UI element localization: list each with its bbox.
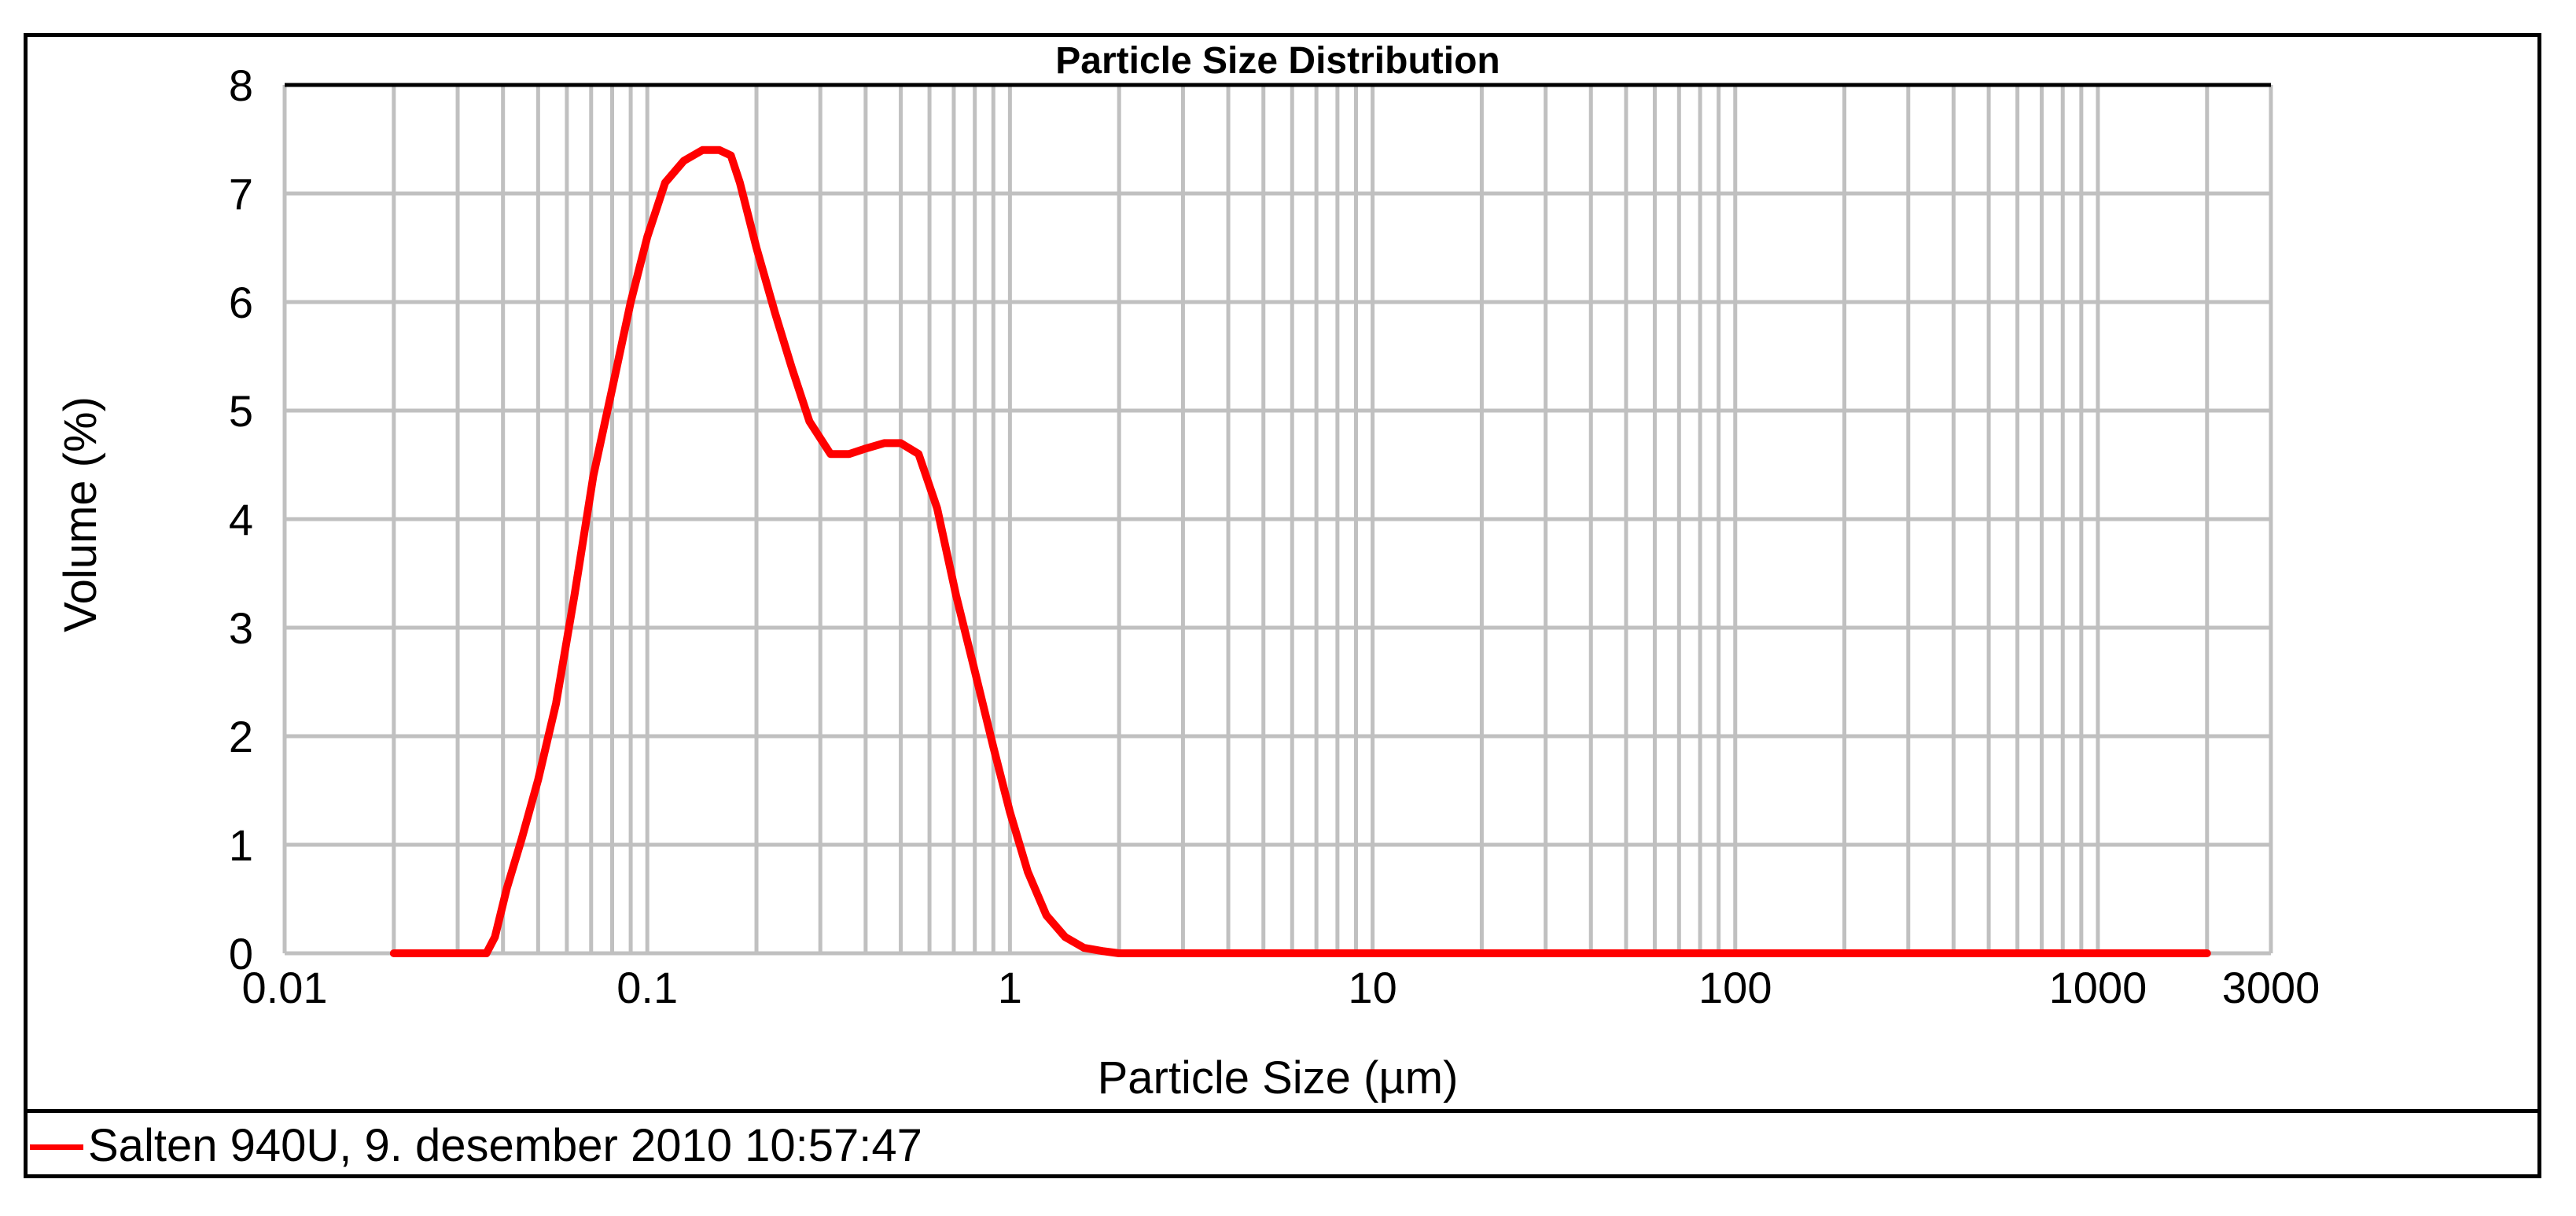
series-lines	[389, 146, 2211, 957]
legend-label: Salten 940U, 9. desember 2010 10:57:47	[88, 1119, 922, 1171]
y-tick-label: 2	[229, 712, 253, 761]
y-tick-label: 6	[229, 278, 253, 327]
y-tick-label: 5	[229, 386, 253, 436]
series-line	[389, 146, 2211, 957]
x-tick-label: 3000	[2222, 963, 2320, 1012]
y-tick-label: 1	[229, 820, 253, 870]
y-tick-label: 4	[229, 495, 253, 544]
x-tick-label: 10	[1348, 963, 1397, 1012]
x-tick-labels: 0.01 0.1 1 10 100 1000 3000	[242, 963, 2320, 1012]
legend-divider	[24, 1109, 2541, 1113]
y-tick-label: 8	[229, 61, 253, 110]
chart-frame	[24, 33, 2541, 1178]
x-axis-label: Particle Size (µm)	[1098, 1052, 1459, 1104]
legend-swatch	[30, 1144, 83, 1150]
x-tick-label: 100	[1698, 963, 1772, 1012]
x-tick-label: 1	[998, 963, 1022, 1012]
y-axis-label: Volume (%)	[55, 396, 106, 632]
x-tick-label: 1000	[2049, 963, 2147, 1012]
y-tick-label: 7	[229, 169, 253, 219]
x-tick-label: 0.1	[616, 963, 678, 1012]
y-tick-label: 3	[229, 603, 253, 653]
y-tick-label: 0	[229, 929, 253, 978]
legend: Salten 940U, 9. desember 2010 10:57:47	[30, 1115, 922, 1175]
y-tick-labels: 0 1 2 3 4 5 6 7 8	[229, 61, 253, 978]
chart-title: Particle Size Distribution	[1055, 40, 1500, 82]
x-tick-label: 0.01	[242, 963, 328, 1012]
